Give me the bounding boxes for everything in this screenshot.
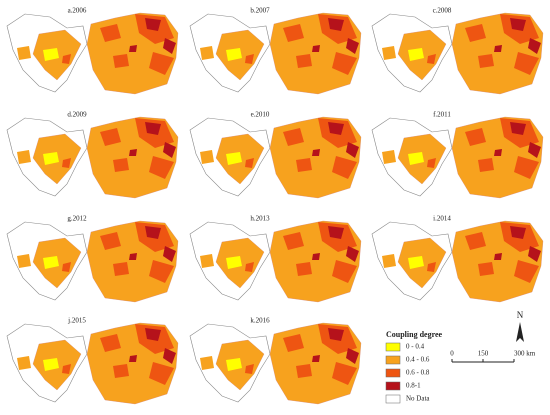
legend-label: No Data — [406, 395, 430, 403]
map-panel: e.2010 — [189, 111, 362, 199]
map-panel: k.2016 — [189, 317, 362, 405]
panel-label: h.2013 — [250, 215, 270, 223]
region-map — [6, 220, 179, 303]
region-map — [371, 12, 544, 95]
map-panel: c.2008 — [371, 7, 544, 95]
region-map — [6, 12, 179, 95]
region-map — [189, 322, 362, 405]
panel-label: d.2009 — [67, 111, 87, 119]
map-panel: f.2011 — [371, 111, 544, 199]
legend-swatch — [385, 381, 401, 391]
legend-label: 0.8-1 — [406, 382, 421, 390]
legend-swatch — [385, 342, 401, 352]
map-panel: a.2006 — [6, 7, 179, 95]
region-map — [371, 220, 544, 303]
panel-label: c.2008 — [433, 7, 452, 15]
scale-label: 0 — [450, 350, 454, 358]
legend-swatch — [385, 368, 401, 378]
panel-label: k.2016 — [250, 317, 270, 325]
map-panel: i.2014 — [371, 215, 544, 303]
panel-label: a.2006 — [68, 7, 87, 15]
legend-swatch — [385, 355, 401, 365]
legend-swatch — [385, 394, 401, 404]
scale-label: 300 km — [514, 350, 536, 358]
map-panel: j.2015 — [6, 317, 179, 405]
region-map — [189, 116, 362, 199]
map-panel: g.2012 — [6, 215, 179, 303]
north-arrow — [516, 322, 524, 342]
region-map — [6, 116, 179, 199]
region-map — [189, 220, 362, 303]
legend-label: 0 - 0.4 — [406, 343, 425, 351]
legend-label: 0.4 - 0.6 — [406, 356, 430, 364]
panel-label: j.2015 — [67, 317, 86, 325]
panel-label: e.2010 — [251, 111, 270, 119]
panel-label: g.2012 — [67, 215, 87, 223]
region-map — [189, 12, 362, 95]
map-panel: h.2013 — [189, 215, 362, 303]
region-map — [6, 322, 179, 405]
legend-label: 0.6 - 0.8 — [406, 369, 430, 377]
map-panel: d.2009 — [6, 111, 179, 199]
panel-label: f.2011 — [433, 111, 451, 119]
scale-label: 150 — [478, 350, 489, 358]
panel-label: b.2007 — [250, 7, 270, 15]
panel-label: i.2014 — [433, 215, 451, 223]
north-label: N — [517, 310, 524, 320]
map-panel: b.2007 — [189, 7, 362, 95]
legend-title: Coupling degree — [386, 330, 443, 339]
region-map — [371, 116, 544, 199]
